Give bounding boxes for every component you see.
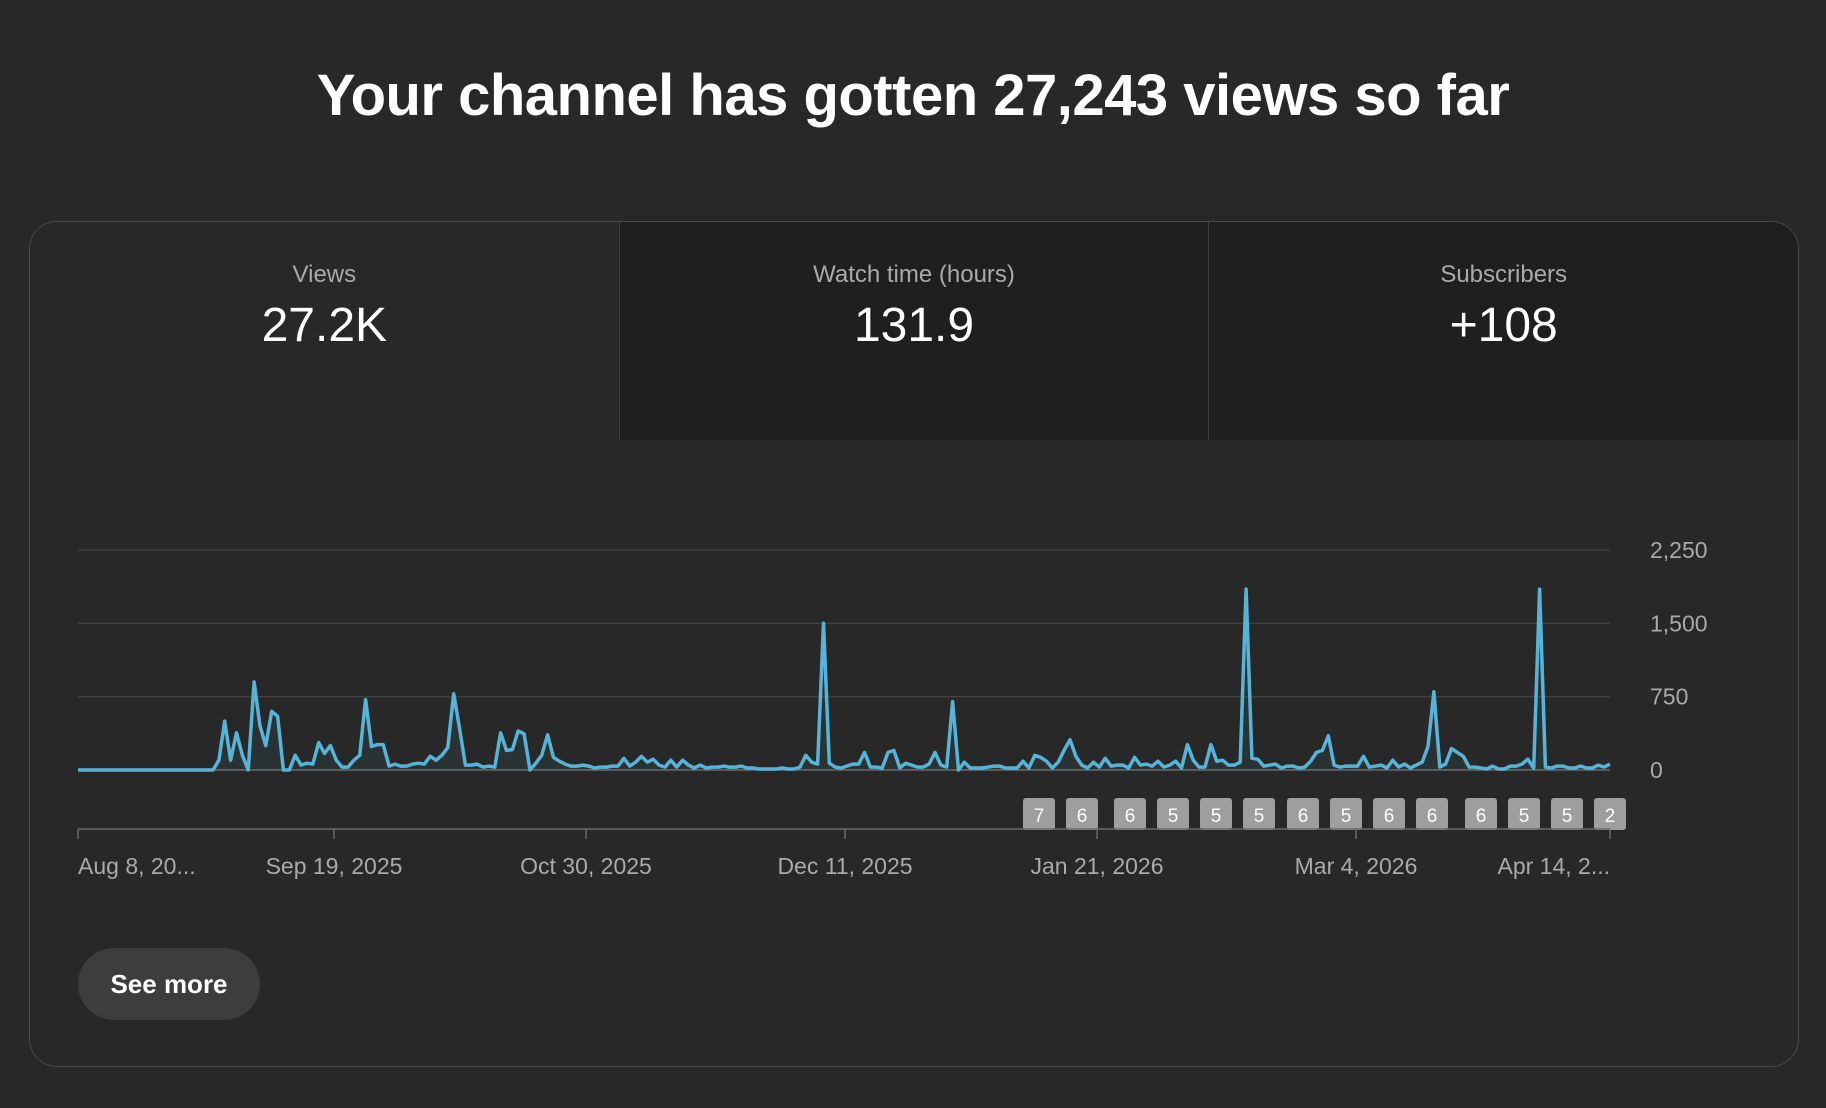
- x-tick-label: Oct 30, 2025: [520, 853, 652, 879]
- annotation-label: 6: [1125, 806, 1136, 827]
- tab-watch-time[interactable]: Watch time (hours) 131.9: [618, 222, 1209, 440]
- x-tick-label: Dec 11, 2025: [777, 853, 912, 879]
- annotation-label: 7: [1034, 806, 1045, 827]
- annotation-marker: [1287, 798, 1319, 830]
- metric-tabs: Views 27.2K Watch time (hours) 131.9 Sub…: [30, 222, 1798, 440]
- annotation-label: 6: [1077, 806, 1088, 827]
- annotation-marker: [1416, 798, 1448, 830]
- annotation-label: 5: [1254, 806, 1265, 827]
- annotation-label: 6: [1298, 806, 1309, 827]
- annotation-label: 5: [1211, 806, 1222, 827]
- y-tick-label: 2,250: [1650, 537, 1708, 563]
- annotation-label: 5: [1519, 806, 1530, 827]
- x-tick-label: Sep 19, 2025: [266, 853, 403, 879]
- tab-subscribers-value: +108: [1449, 299, 1558, 352]
- annotation-marker: [1373, 798, 1405, 830]
- annotation-marker: [1551, 798, 1583, 830]
- annotation-label: 6: [1476, 806, 1487, 827]
- views-chart: 0 750 1,500 2,250 7 6 6 5 5 5 6 5 6 6 6 5 5 2 Aug 8, 20...…: [30, 440, 1798, 900]
- views-line: [78, 587, 1611, 772]
- annotation-marker: [1330, 798, 1362, 830]
- views-area: [78, 589, 1610, 770]
- annotation-label: 5: [1168, 806, 1179, 827]
- annotation-marker: [1243, 798, 1275, 830]
- annotation-label: 5: [1562, 806, 1573, 827]
- analytics-card: Views 27.2K Watch time (hours) 131.9 Sub…: [29, 221, 1799, 1067]
- see-more-button[interactable]: See more: [78, 948, 260, 1020]
- annotation-marker: [1066, 798, 1098, 830]
- tab-views-label: Views: [292, 261, 357, 288]
- tab-views[interactable]: Views 27.2K: [30, 222, 619, 440]
- tab-views-value: 27.2K: [261, 299, 388, 352]
- annotation-label: 5: [1341, 806, 1352, 827]
- page-title: Your channel has gotten 27,243 views so …: [316, 63, 1510, 128]
- annotation-marker: [1594, 798, 1626, 830]
- annotation-label: 2: [1605, 806, 1616, 827]
- annotation-label: 6: [1427, 806, 1438, 827]
- tab-subscribers[interactable]: Subscribers +108: [1208, 222, 1798, 440]
- annotation-marker: [1157, 798, 1189, 830]
- tab-watch-time-value: 131.9: [853, 299, 975, 352]
- annotation-marker: [1508, 798, 1540, 830]
- x-tick-label: Jan 21, 2026: [1030, 853, 1163, 879]
- tab-subscribers-label: Subscribers: [1440, 261, 1568, 288]
- annotation-marker: [1114, 798, 1146, 830]
- y-tick-label: 1,500: [1650, 610, 1708, 636]
- tab-watch-time-label: Watch time (hours): [813, 261, 1015, 288]
- x-tick-label: Mar 4, 2026: [1295, 853, 1418, 879]
- y-tick-label: 0: [1650, 757, 1663, 783]
- annotation-marker: [1465, 798, 1497, 830]
- x-tick-label: Aug 8, 20...: [78, 853, 196, 879]
- annotation-label: 6: [1384, 806, 1395, 827]
- x-tick-label: Apr 14, 2...: [1497, 853, 1610, 879]
- views-line-chart: 0 750 1,500 2,250 7 6 6 5 5 5 6 5 6 6 6 5 5 2 Aug 8, 20...…: [77, 537, 1708, 879]
- annotation-marker: [1023, 798, 1055, 830]
- y-tick-label: 750: [1650, 684, 1688, 710]
- annotation-marker: [1200, 798, 1232, 830]
